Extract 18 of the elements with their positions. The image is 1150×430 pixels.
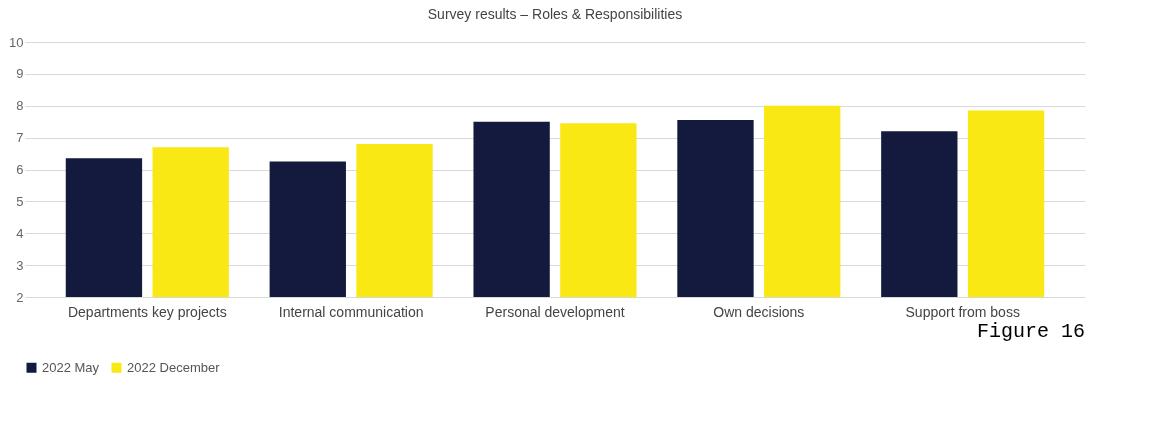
y-tick-label: 8 [16,98,24,114]
x-tick-label: Support from boss [905,303,1020,320]
x-tick-label: Personal development [485,303,625,320]
legend-label: 2022 December [127,359,221,375]
y-tick-label: 9 [16,66,24,82]
x-tick-label: Departments key projects [67,303,227,320]
y-tick-label: 6 [16,162,24,177]
chart-title: Survey results – Roles & Responsibilities [427,6,683,22]
y-tick-label: 10 [9,34,24,50]
y-tick-label: 7 [16,130,24,146]
y-tick-label: 2 [16,289,24,305]
x-tick-label: Own decisions [713,303,805,320]
legend-label: 2022 May [42,359,100,375]
x-tick-label: Internal communication [278,303,424,320]
caption: Figure 16 [976,320,1085,343]
y-tick-label: 4 [16,225,24,241]
y-tick-label: 5 [16,193,24,209]
y-tick-label: 3 [16,257,24,273]
